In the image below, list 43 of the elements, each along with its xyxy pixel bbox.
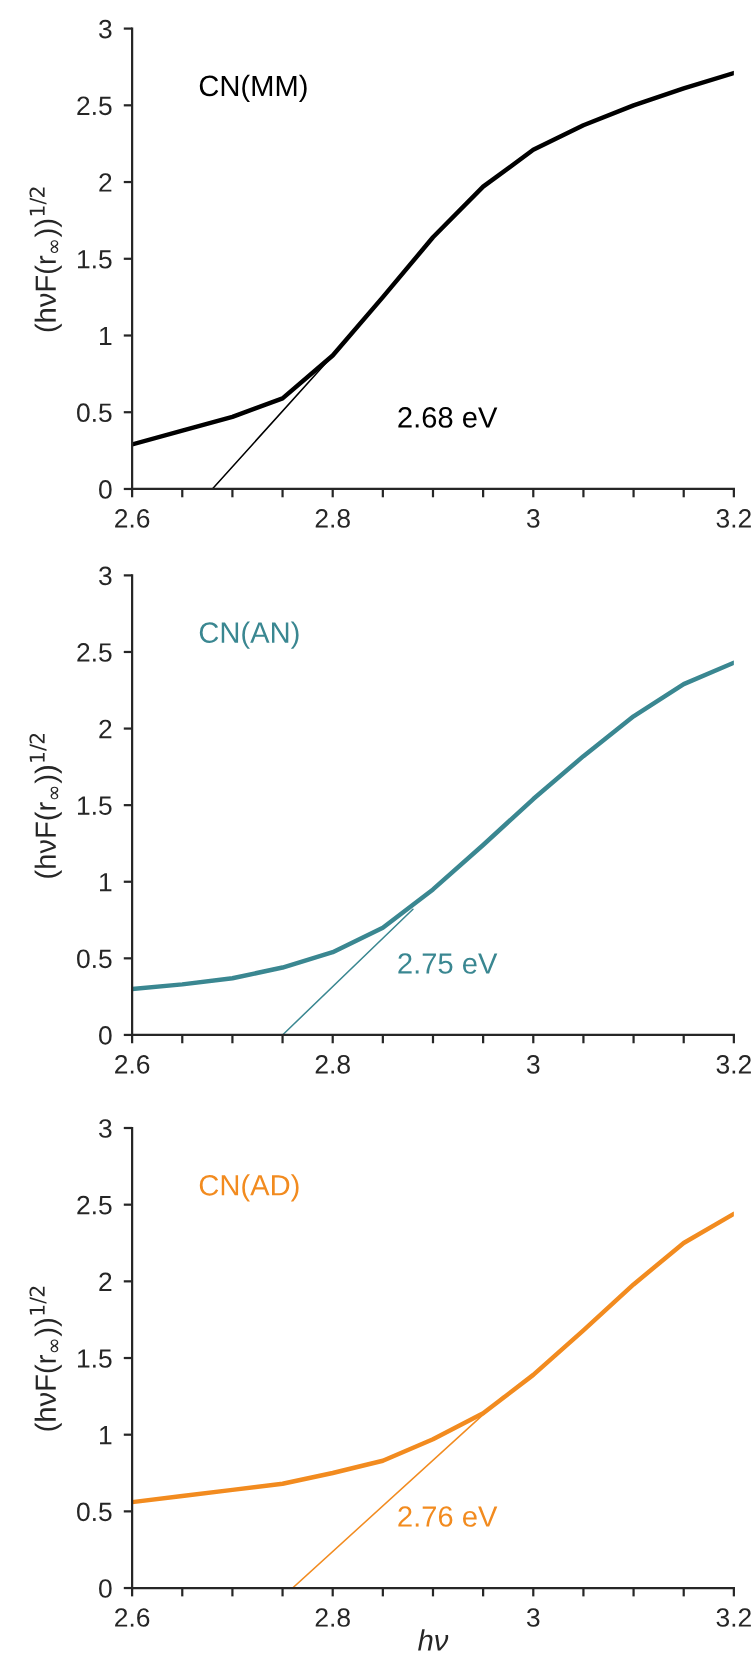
x-tick-label: 3.2 xyxy=(716,509,751,528)
x-axis-title: hν xyxy=(418,1629,449,1651)
y-axis-title: (hνF(r$_{∞}$))$^{1/2}$ xyxy=(29,733,62,878)
x-tick-label: 3.2 xyxy=(716,1055,751,1074)
y-tick-label: 3 xyxy=(99,1119,112,1138)
x-tick-label: 3.2 xyxy=(716,1608,751,1627)
text: CN(AN) xyxy=(199,621,299,649)
y-tick-label: 0 xyxy=(99,480,112,499)
y-tick-label: 0.5 xyxy=(77,1502,112,1522)
y-tick-label: 0 xyxy=(99,1026,112,1045)
x-tick-label: 3 xyxy=(526,1608,540,1627)
y-tick-label: 2.5 xyxy=(77,643,112,662)
y-tick-label: 2 xyxy=(99,719,112,739)
x-tick-label: 3 xyxy=(526,509,540,528)
y-tick-label: 1.5 xyxy=(78,250,112,269)
x-tick-label: 2.8 xyxy=(315,1055,350,1074)
x-tick-label: 2.6 xyxy=(115,1055,150,1074)
y-tick-label: 0.5 xyxy=(77,949,112,969)
y-tick-label: 1 xyxy=(100,873,112,892)
text: CN(MM) xyxy=(199,74,307,103)
y-tick-label: 2.5 xyxy=(77,96,112,116)
y-tick-label: 2.5 xyxy=(77,1195,112,1215)
annotation: 2.68 eV xyxy=(398,407,498,428)
x-tick-label: 3 xyxy=(526,1055,540,1074)
y-axis-title: (hνF(r$_{∞}$))$^{1/2}$ xyxy=(29,1286,62,1431)
y-tick-label: 1.5 xyxy=(78,1349,112,1368)
y-tick-label: 3 xyxy=(99,19,112,39)
annotation: 2.75 eV xyxy=(398,953,498,974)
x-tick-label: 2.6 xyxy=(115,1608,150,1627)
y-tick-label: 2 xyxy=(99,173,112,192)
x-tick-label: 2.8 xyxy=(315,1608,350,1627)
annotation: 2.76 eV xyxy=(398,1506,498,1527)
y-tick-label: 2 xyxy=(99,1272,112,1291)
y-tick-label: 1 xyxy=(100,1426,112,1445)
y-tick-label: 1.5 xyxy=(78,796,112,815)
text: CN(AD) xyxy=(199,1174,299,1202)
y-tick-label: 0.5 xyxy=(77,403,112,423)
y-tick-label: 0 xyxy=(99,1579,112,1598)
y-tick-label: 1 xyxy=(100,326,112,346)
x-tick-label: 2.6 xyxy=(115,509,150,528)
y-tick-label: 3 xyxy=(99,566,112,586)
x-tick-label: 2.8 xyxy=(315,509,350,528)
y-axis-title: (hνF(r$_{∞}$))$^{1/2}$ xyxy=(29,187,62,332)
